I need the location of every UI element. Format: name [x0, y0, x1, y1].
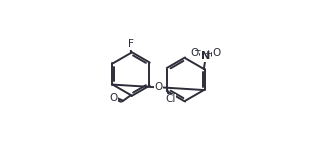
Text: O: O: [109, 93, 117, 103]
Text: N: N: [201, 52, 210, 62]
Text: O: O: [213, 48, 221, 58]
Text: −: −: [193, 45, 201, 54]
Text: F: F: [128, 39, 134, 49]
Text: O: O: [190, 48, 198, 58]
Text: +: +: [204, 49, 212, 58]
Text: O: O: [154, 82, 163, 92]
Text: Cl: Cl: [165, 94, 176, 104]
